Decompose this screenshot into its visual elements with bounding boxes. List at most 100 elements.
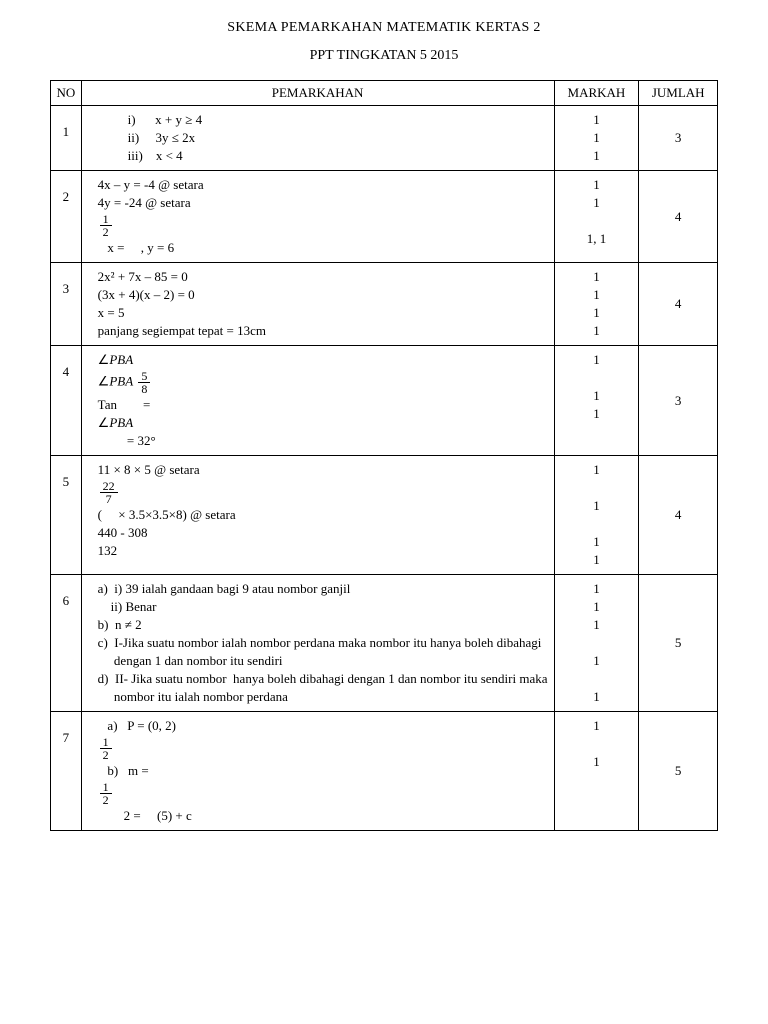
markah-value xyxy=(561,671,633,687)
content-line: 2x² + 7x – 85 = 0 xyxy=(88,269,548,285)
content-line: x = 5 xyxy=(88,305,548,321)
document-subtitle: PPT TINGKATAN 5 2015 xyxy=(50,48,718,64)
markah-value: 1 xyxy=(561,599,633,615)
row-jumlah: 3 xyxy=(639,346,718,456)
markah-value: 1 xyxy=(561,498,633,514)
markah-value: 1 xyxy=(561,269,633,285)
content-line: Tan = xyxy=(88,397,548,413)
header-row: NO PEMARKAHAN MARKAH JUMLAH xyxy=(51,81,718,106)
markah-value: 1 xyxy=(561,653,633,669)
markah-value: 1 xyxy=(561,323,633,339)
content-line: nombor itu ialah nombor perdana xyxy=(88,689,548,705)
markah-value: 1 xyxy=(561,617,633,633)
header-jumlah: JUMLAH xyxy=(639,81,718,106)
table-row: 5 11 × 8 × 5 @ setara 227 ( × 3.5×3.5×8) @… xyxy=(51,456,718,575)
markah-value xyxy=(561,635,633,651)
table-row: 7 a) P = (0, 2) 12 b) m = 12 2 = (5) + c… xyxy=(51,712,718,831)
content-line: 12 xyxy=(88,736,548,761)
content-line: 4x – y = -4 @ setara xyxy=(88,177,548,193)
content-line: ii) 3y ≤ 2x xyxy=(88,130,548,146)
row-jumlah: 5 xyxy=(639,575,718,712)
content-line: a) i) 39 ialah gandaan bagi 9 atau nombo… xyxy=(88,581,548,597)
row-pemarkahan: 2x² + 7x – 85 = 0 (3x + 4)(x – 2) = 0 x = … xyxy=(81,263,554,346)
content-line: b) m = xyxy=(88,763,548,779)
row-markah: 1 1 1 1 xyxy=(554,456,639,575)
row-pemarkahan: a) P = (0, 2) 12 b) m = 12 2 = (5) + c xyxy=(81,712,554,831)
table-row: 4∠PBA ∠PBA 58Tan =∠PBA = 32°1 113 xyxy=(51,346,718,456)
content-line: 11 × 8 × 5 @ setara xyxy=(88,462,548,478)
header-markah: MARKAH xyxy=(554,81,639,106)
row-no: 6 xyxy=(51,575,82,712)
row-no: 7 xyxy=(51,712,82,831)
table-row: 2 4x – y = -4 @ setara 4y = -24 @ setara 1… xyxy=(51,171,718,263)
content-line: 4y = -24 @ setara xyxy=(88,195,548,211)
header-pemarkahan: PEMARKAHAN xyxy=(81,81,554,106)
row-no: 4 xyxy=(51,346,82,456)
markah-value xyxy=(561,736,633,752)
markah-value: 1 xyxy=(561,552,633,568)
row-no: 1 xyxy=(51,106,82,171)
content-line: x = , y = 6 xyxy=(88,240,548,256)
content-line: panjang segiempat tepat = 13cm xyxy=(88,323,548,339)
row-markah: 1 11 xyxy=(554,346,639,456)
row-jumlah: 4 xyxy=(639,263,718,346)
row-jumlah: 4 xyxy=(639,171,718,263)
row-pemarkahan: i) x + y ≥ 4 ii) 3y ≤ 2x iii) x < 4 xyxy=(81,106,554,171)
document-title: SKEMA PEMARKAHAN MATEMATIK KERTAS 2 xyxy=(50,20,718,36)
markah-value: 1 xyxy=(561,112,633,128)
content-line: 2 = (5) + c xyxy=(88,808,548,824)
content-line: 12 xyxy=(88,213,548,238)
markah-value: 1, 1 xyxy=(561,231,633,247)
markah-value: 1 xyxy=(561,406,633,422)
content-line: d) II- Jika suatu nombor hanya boleh dib… xyxy=(88,671,548,687)
row-no: 2 xyxy=(51,171,82,263)
row-markah: 1 1 xyxy=(554,712,639,831)
markah-value: 1 xyxy=(561,534,633,550)
markah-value xyxy=(561,808,633,824)
row-jumlah: 5 xyxy=(639,712,718,831)
table-row: 3 2x² + 7x – 85 = 0 (3x + 4)(x – 2) = 0 x =… xyxy=(51,263,718,346)
row-pemarkahan: 11 × 8 × 5 @ setara 227 ( × 3.5×3.5×8) @ … xyxy=(81,456,554,575)
markah-value: 1 xyxy=(561,305,633,321)
content-line: ∠PBA xyxy=(88,415,548,431)
markah-value xyxy=(561,213,633,229)
row-pemarkahan: ∠PBA ∠PBA 58Tan =∠PBA = 32° xyxy=(81,346,554,456)
row-markah: 1 1 1, 1 xyxy=(554,171,639,263)
row-no: 5 xyxy=(51,456,82,575)
row-pemarkahan: 4x – y = -4 @ setara 4y = -24 @ setara 12… xyxy=(81,171,554,263)
markah-value: 1 xyxy=(561,148,633,164)
markah-value: 1 xyxy=(561,754,633,770)
markah-value: 1 xyxy=(561,177,633,193)
content-line: i) x + y ≥ 4 xyxy=(88,112,548,128)
markah-value xyxy=(561,370,633,386)
row-markah: 1 1 1 1 xyxy=(554,263,639,346)
content-line: iii) x < 4 xyxy=(88,148,548,164)
content-line: ( × 3.5×3.5×8) @ setara xyxy=(88,507,548,523)
content-line: a) P = (0, 2) xyxy=(88,718,548,734)
row-markah: 111 1 1 xyxy=(554,575,639,712)
marking-scheme-table: NO PEMARKAHAN MARKAH JUMLAH 1i) x + y ≥ … xyxy=(50,80,718,831)
markah-value: 1 xyxy=(561,718,633,734)
markah-value: 1 xyxy=(561,388,633,404)
markah-value xyxy=(561,790,633,806)
content-line: b) n ≠ 2 xyxy=(88,617,548,633)
markah-value: 1 xyxy=(561,195,633,211)
markah-value: 1 xyxy=(561,462,633,478)
table-row: 6 a) i) 39 ialah gandaan bagi 9 atau nomb… xyxy=(51,575,718,712)
content-line: dengan 1 dan nombor itu sendiri xyxy=(88,653,548,669)
content-line: 227 xyxy=(88,480,548,505)
row-no: 3 xyxy=(51,263,82,346)
markah-value xyxy=(561,772,633,788)
content-line: c) I-Jika suatu nombor ialah nombor perd… xyxy=(88,635,548,651)
markah-value: 1 xyxy=(561,689,633,705)
row-jumlah: 3 xyxy=(639,106,718,171)
content-line: (3x + 4)(x – 2) = 0 xyxy=(88,287,548,303)
markah-value xyxy=(561,480,633,496)
markah-value xyxy=(561,516,633,532)
content-line: ∠PBA 58 xyxy=(88,370,548,395)
markah-value: 1 xyxy=(561,287,633,303)
content-line: ∠PBA xyxy=(88,352,548,368)
row-pemarkahan: a) i) 39 ialah gandaan bagi 9 atau nombo… xyxy=(81,575,554,712)
row-jumlah: 4 xyxy=(639,456,718,575)
header-no: NO xyxy=(51,81,82,106)
